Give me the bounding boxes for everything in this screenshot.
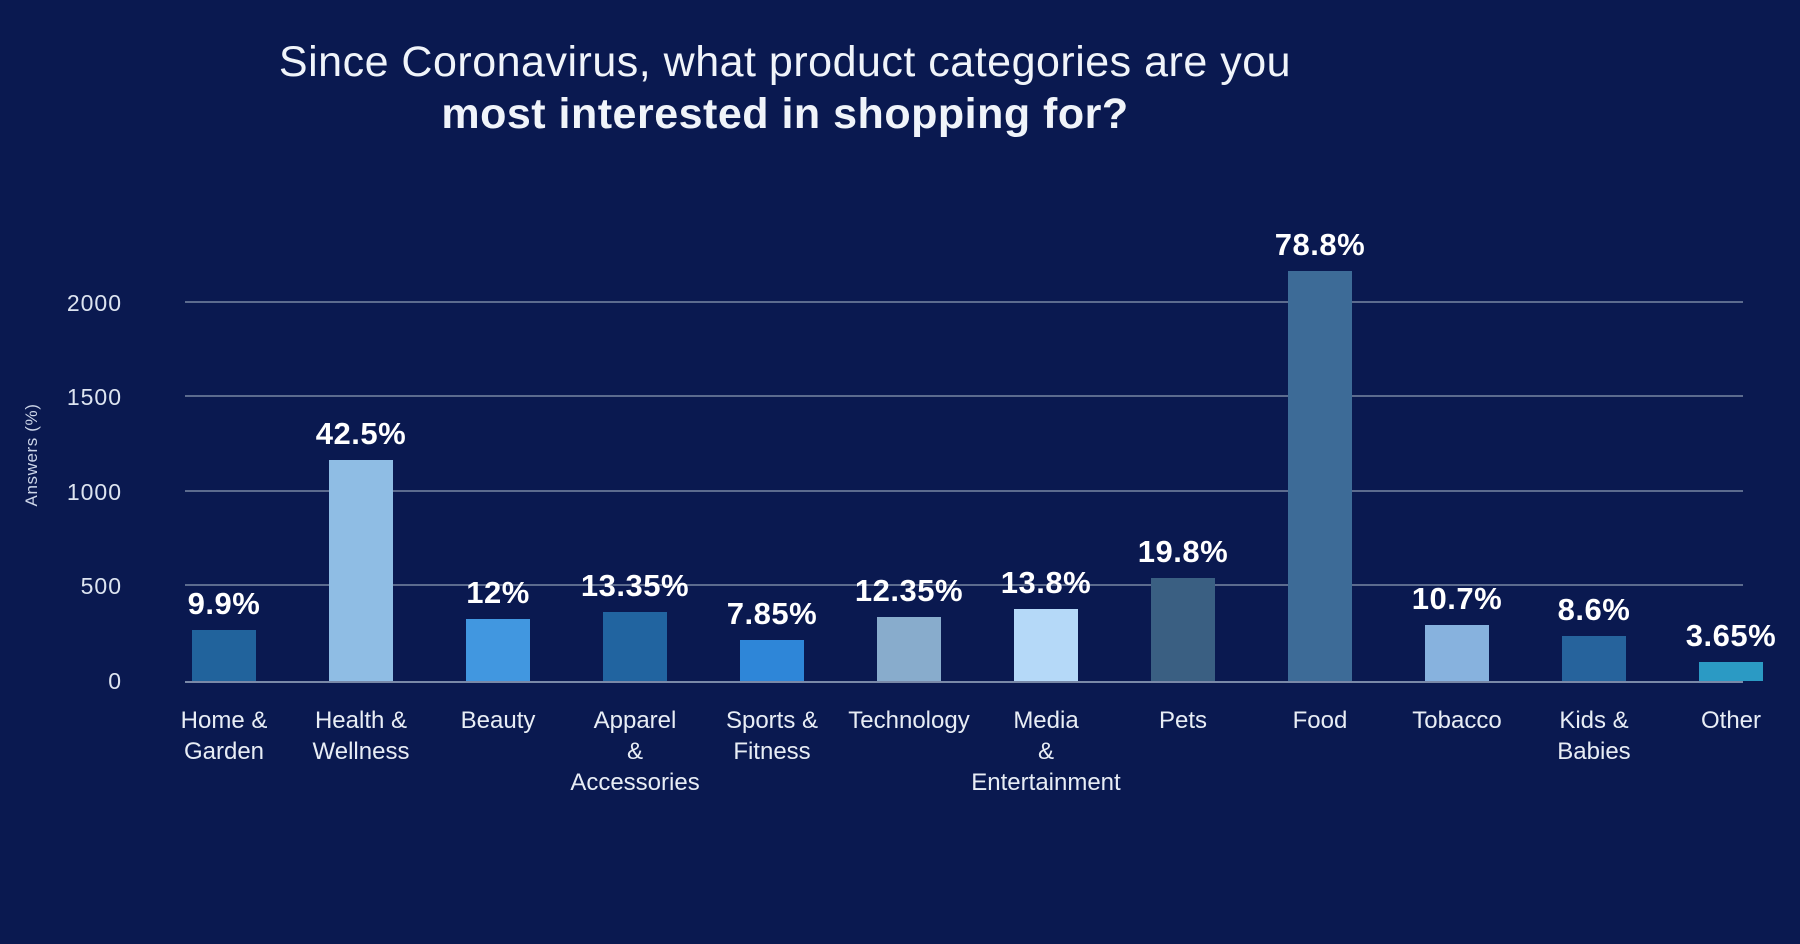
- bar: [877, 616, 941, 681]
- bar-value-label: 8.6%: [1557, 592, 1631, 628]
- x-category-label: Sports & Fitness: [725, 707, 819, 765]
- bar-value-label: 42.5%: [315, 416, 407, 452]
- gridline: [185, 395, 1743, 398]
- bar: [603, 611, 667, 681]
- x-category-label: Technology: [848, 707, 970, 734]
- gridline: [185, 300, 1743, 303]
- x-category-label: Apparel & Accessories: [570, 707, 700, 796]
- x-category-label: Kids & Babies: [1557, 707, 1631, 765]
- y-tick-label: 2000: [66, 289, 122, 316]
- bar-value-label: 7.85%: [726, 596, 818, 632]
- bar: [1699, 662, 1763, 681]
- bar: [1151, 577, 1215, 681]
- bar-value-label: 13.8%: [1000, 565, 1092, 601]
- bar: [329, 460, 393, 681]
- y-tick-label: 0: [108, 668, 122, 694]
- bar-value-label: 10.7%: [1411, 581, 1503, 617]
- bar: [1014, 609, 1078, 681]
- bar-value-label: 9.9%: [187, 585, 261, 621]
- x-category-label: Food: [1292, 707, 1348, 734]
- bar: [1425, 625, 1489, 681]
- x-category-label: Home & Garden: [180, 707, 268, 765]
- x-category-label: Pets: [1158, 707, 1208, 734]
- bar: [1288, 271, 1352, 681]
- bar: [1562, 636, 1626, 681]
- bar-value-label: 19.8%: [1137, 533, 1229, 569]
- bar-value-label: 3.65%: [1685, 618, 1777, 654]
- x-category-label: Media & Entertainment: [971, 707, 1121, 796]
- bar: [192, 629, 256, 681]
- y-tick-label: 1500: [66, 384, 122, 411]
- bar-value-label: 78.8%: [1274, 227, 1366, 263]
- x-category-label: Other: [1700, 707, 1762, 734]
- x-category-label: Health & Wellness: [312, 707, 410, 765]
- bar: [466, 618, 530, 681]
- y-tick-label: 500: [80, 573, 122, 600]
- y-tick-label: 1000: [66, 478, 122, 505]
- bar-value-label: 13.35%: [580, 567, 690, 603]
- x-category-label: Beauty: [460, 707, 536, 734]
- bar-value-label: 12%: [466, 574, 530, 610]
- x-category-label: Tobacco: [1412, 707, 1502, 734]
- chart-title-line2: most interested in shopping for?: [441, 90, 1129, 138]
- bar: [740, 640, 804, 681]
- plot-area: 0 500 1000 1500 2000 9.9% Home & Garden 42.5% He…: [67, 227, 1776, 796]
- chart-title: Since Coronavirus, what product categori…: [0, 36, 1570, 140]
- gridline: [185, 489, 1743, 492]
- bar-value-label: 12.35%: [854, 572, 964, 608]
- chart-title-line1: Since Coronavirus, what product categori…: [278, 38, 1292, 86]
- gridline: [185, 584, 1743, 587]
